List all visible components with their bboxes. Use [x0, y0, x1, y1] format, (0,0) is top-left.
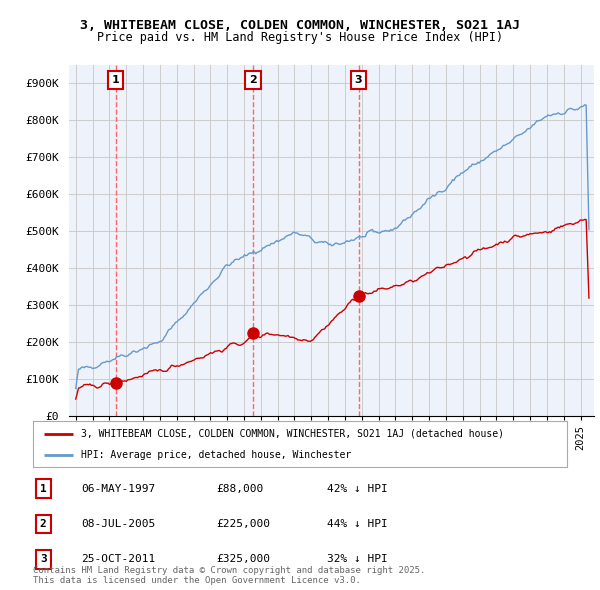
Text: 3, WHITEBEAM CLOSE, COLDEN COMMON, WINCHESTER, SO21 1AJ: 3, WHITEBEAM CLOSE, COLDEN COMMON, WINCH…	[80, 19, 520, 32]
Text: 3: 3	[355, 75, 362, 85]
Text: HPI: Average price, detached house, Winchester: HPI: Average price, detached house, Winc…	[81, 450, 352, 460]
Text: 06-MAY-1997: 06-MAY-1997	[81, 484, 155, 493]
Text: 25-OCT-2011: 25-OCT-2011	[81, 555, 155, 564]
Text: 44% ↓ HPI: 44% ↓ HPI	[327, 519, 388, 529]
Text: £88,000: £88,000	[216, 484, 263, 493]
Text: 3, WHITEBEAM CLOSE, COLDEN COMMON, WINCHESTER, SO21 1AJ (detached house): 3, WHITEBEAM CLOSE, COLDEN COMMON, WINCH…	[81, 429, 504, 439]
Text: 2: 2	[40, 519, 47, 529]
Text: Price paid vs. HM Land Registry's House Price Index (HPI): Price paid vs. HM Land Registry's House …	[97, 31, 503, 44]
Text: £325,000: £325,000	[216, 555, 270, 564]
Text: 2: 2	[249, 75, 257, 85]
Text: 32% ↓ HPI: 32% ↓ HPI	[327, 555, 388, 564]
Text: Contains HM Land Registry data © Crown copyright and database right 2025.
This d: Contains HM Land Registry data © Crown c…	[33, 566, 425, 585]
Text: 3: 3	[40, 555, 47, 564]
Text: 1: 1	[40, 484, 47, 493]
Text: 08-JUL-2005: 08-JUL-2005	[81, 519, 155, 529]
Text: 42% ↓ HPI: 42% ↓ HPI	[327, 484, 388, 493]
Text: £225,000: £225,000	[216, 519, 270, 529]
Text: 1: 1	[112, 75, 119, 85]
